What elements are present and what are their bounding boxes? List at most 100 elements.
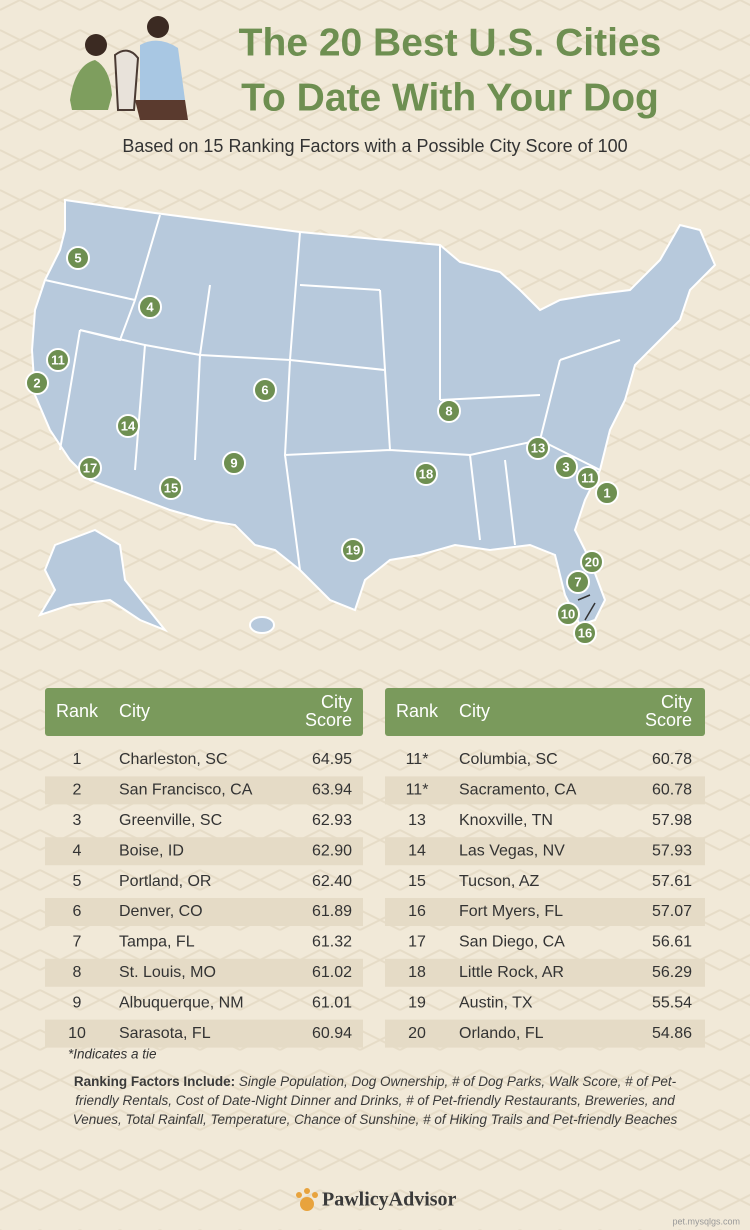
marker-label: 19 — [346, 542, 360, 557]
score-cell: 64.95 — [312, 751, 352, 768]
rank-cell: 15 — [408, 873, 426, 890]
ranking-factors: Ranking Factors Include: Single Populati… — [55, 1072, 695, 1129]
score-cell: 61.01 — [312, 994, 352, 1011]
city-cell: Portland, OR — [119, 873, 211, 890]
marker — [66, 246, 90, 270]
row-bg — [45, 837, 363, 866]
marker — [580, 550, 604, 574]
row-bg — [45, 958, 363, 987]
city-cell: St. Louis, MO — [119, 964, 216, 981]
row-bg — [385, 776, 705, 805]
score-cell: 62.40 — [312, 873, 352, 890]
marker-label: 9 — [230, 455, 237, 470]
rank-cell: 16 — [408, 903, 426, 920]
marker — [25, 371, 49, 395]
marker — [138, 295, 162, 319]
column-header: City — [459, 701, 490, 721]
marker-label: 16 — [578, 625, 592, 640]
row-bg — [385, 1019, 705, 1048]
marker-label: 8 — [445, 403, 452, 418]
rank-cell: 14 — [408, 842, 426, 859]
score-cell: 61.02 — [312, 964, 352, 981]
factors-label: Ranking Factors Include: — [73, 1074, 236, 1089]
city-cell: Orlando, FL — [459, 1025, 544, 1042]
watermark: pet.mysqlgs.com — [672, 1216, 740, 1226]
score-cell: 57.93 — [652, 842, 692, 859]
column-header: Score — [305, 710, 352, 730]
score-cell: 61.32 — [312, 934, 352, 951]
rank-cell: 18 — [408, 964, 426, 981]
marker — [222, 451, 246, 475]
us-map — [30, 198, 717, 634]
marker — [573, 621, 597, 645]
subtitle: Based on 15 Ranking Factors with a Possi… — [122, 136, 627, 156]
rank-cell: 8 — [73, 964, 82, 981]
marker-label: 11 — [51, 352, 65, 367]
marker — [341, 538, 365, 562]
rank-cell: 4 — [73, 842, 82, 859]
rank-cell: 11* — [406, 751, 429, 768]
city-cell: Greenville, SC — [119, 812, 222, 829]
marker — [414, 462, 438, 486]
city-cell: Sacramento, CA — [459, 782, 577, 799]
marker-label: 13 — [531, 440, 545, 455]
city-cell: Fort Myers, FL — [459, 903, 563, 920]
marker-label: 1 — [603, 485, 610, 500]
title: To Date With Your Dog — [241, 76, 659, 119]
marker — [46, 348, 70, 372]
score-cell: 57.61 — [652, 873, 692, 890]
marker-label: 6 — [261, 382, 268, 397]
score-cell: 56.61 — [652, 934, 692, 951]
score-cell: 54.86 — [652, 1025, 692, 1042]
score-cell: 62.90 — [312, 842, 352, 859]
score-cell: 61.89 — [312, 903, 352, 920]
marker-label: 14 — [121, 418, 136, 433]
rank-cell: 2 — [73, 782, 82, 799]
city-cell: Denver, CO — [119, 903, 203, 920]
rank-cell: 17 — [408, 934, 426, 951]
marker-label: 4 — [146, 299, 154, 314]
column-header: City — [321, 692, 352, 712]
score-cell: 57.98 — [652, 812, 692, 829]
score-cell: 56.29 — [652, 964, 692, 981]
column-header: Rank — [396, 701, 439, 721]
row-bg — [385, 837, 705, 866]
marker — [556, 602, 580, 626]
rank-cell: 1 — [73, 751, 82, 768]
row-bg — [45, 1019, 363, 1048]
row-bg — [45, 776, 363, 805]
city-cell: Las Vegas, NV — [459, 842, 565, 859]
score-cell: 60.94 — [312, 1025, 352, 1042]
marker — [116, 414, 140, 438]
score-cell: 57.07 — [652, 903, 692, 920]
marker-label: 3 — [562, 459, 569, 474]
marker-label: 11 — [581, 470, 595, 485]
rank-cell: 7 — [73, 934, 82, 951]
score-cell: 63.94 — [312, 782, 352, 799]
marker-label: 20 — [585, 554, 599, 569]
illustration — [70, 16, 188, 120]
rank-cell: 13 — [408, 812, 426, 829]
marker — [78, 456, 102, 480]
city-cell: Sarasota, FL — [119, 1025, 211, 1042]
marker-label: 17 — [83, 460, 97, 475]
marker-label: 7 — [574, 574, 581, 589]
marker — [253, 378, 277, 402]
column-header: City — [661, 692, 692, 712]
factors-text: Single Population, Dog Ownership, # of D… — [72, 1074, 678, 1127]
table-header-bg — [385, 688, 705, 736]
rank-cell: 19 — [408, 994, 426, 1011]
marker-label: 10 — [561, 606, 575, 621]
city-cell: Tucson, AZ — [459, 873, 540, 890]
score-cell: 55.54 — [652, 994, 692, 1011]
city-cell: Knoxville, TN — [459, 812, 553, 829]
title: The 20 Best U.S. Cities — [239, 21, 662, 64]
city-cell: Little Rock, AR — [459, 964, 564, 981]
score-cell: 60.78 — [652, 782, 692, 799]
city-cell: San Diego, CA — [459, 934, 565, 951]
table-header-bg — [45, 688, 363, 736]
marker-label: 2 — [33, 375, 40, 390]
rank-cell: 3 — [73, 812, 82, 829]
